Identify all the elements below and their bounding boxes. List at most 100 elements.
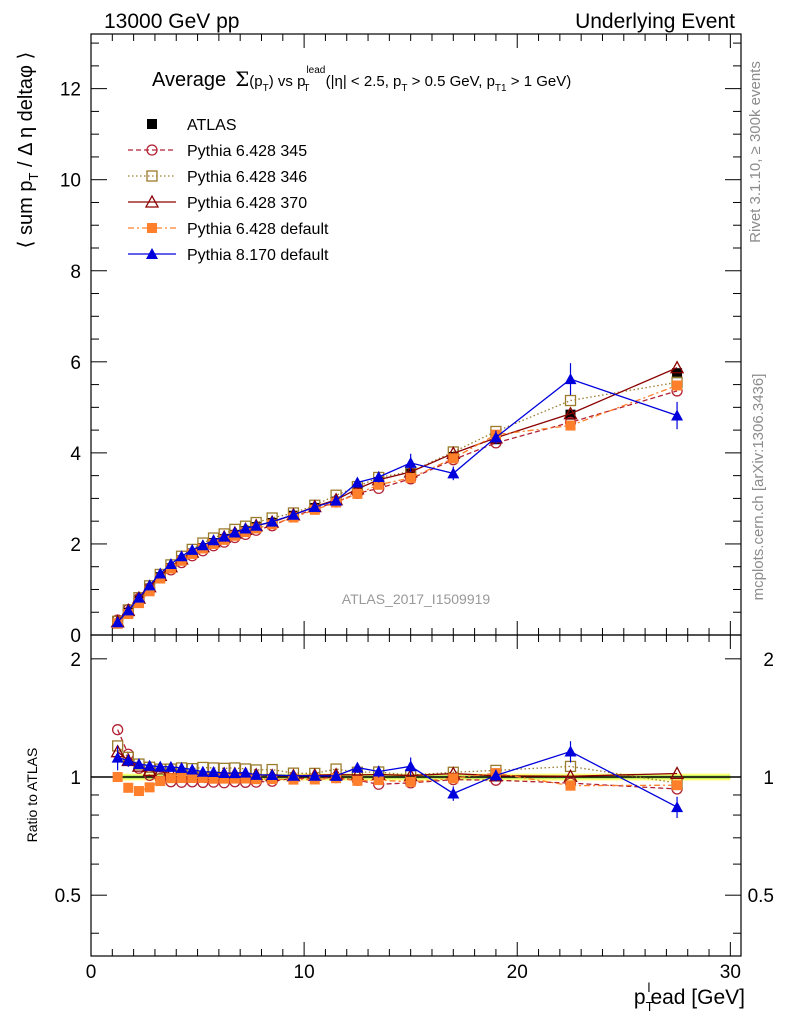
data-point [372, 471, 385, 483]
ratio-point [250, 768, 263, 780]
ratio-point [405, 776, 416, 787]
ratio-point [154, 760, 167, 772]
main-plot-area: 0 2 4 6 8 10 12 [60, 33, 742, 649]
legend-item-pythia-6-428-346: Pythia 6.428 346 [128, 169, 307, 186]
data-point [266, 515, 279, 527]
legend-label: Pythia 6.428 default [187, 221, 329, 238]
data-point [154, 567, 167, 579]
y-tick-label: 4 [70, 444, 81, 465]
data-point [351, 476, 364, 488]
data-point [207, 534, 220, 546]
series-line-pythia-6-428-370 [117, 367, 678, 623]
legend-item-pythia-6-428-default: Pythia 6.428 default [128, 221, 329, 238]
legend-label: Pythia 6.428 370 [187, 195, 307, 212]
data-point [563, 406, 578, 420]
series-line-pythia-6-428-346 [117, 381, 678, 622]
ratio-point [404, 760, 417, 772]
data-point [373, 479, 384, 490]
ratio-point [671, 801, 684, 813]
ratio-point [186, 763, 199, 775]
data-point [196, 539, 209, 551]
analysis-watermark: ATLAS_2017_I1509919 [342, 591, 491, 607]
ratio-point [176, 773, 187, 784]
ratio-point [197, 772, 208, 783]
ratio-y-tick-label-right: 0.5 [748, 886, 774, 907]
data-point [330, 494, 343, 506]
data-point [352, 488, 363, 499]
data-point [228, 526, 241, 538]
legend-marker [147, 223, 157, 233]
ratio-point [228, 767, 241, 779]
ratio-point [144, 782, 155, 793]
data-point [132, 591, 145, 603]
ratio-point [133, 786, 144, 797]
series-pythia-8-170-default [111, 363, 684, 628]
ratio-point [164, 760, 177, 772]
data-point [155, 573, 166, 584]
data-point [308, 501, 321, 513]
ratio-y-axis-label: Ratio to ATLAS [24, 748, 40, 843]
ratio-point [352, 775, 363, 786]
mcplots-label: mcplots.cern.ch [arXiv:1306.3436] [750, 374, 767, 601]
legend-marker [147, 119, 157, 129]
series-pythia-6-428-370 [110, 360, 685, 628]
data-point [671, 409, 684, 421]
data-point [448, 453, 459, 464]
x-tick-label: 0 [86, 962, 97, 983]
data-point [164, 557, 177, 569]
legend-label: Pythia 6.428 346 [187, 169, 307, 186]
legend: ATLAS Pythia 6.428 345 Pythia 6.428 346 Pyt… [128, 117, 329, 264]
data-point [144, 586, 155, 597]
legend-label: Pythia 8.170 default [187, 247, 329, 264]
data-point [143, 579, 156, 591]
ratio-point [229, 773, 240, 784]
ratio-point [372, 765, 385, 777]
ratio-point [111, 724, 124, 736]
ratio-point [122, 754, 135, 766]
data-point [239, 522, 252, 534]
ratio-point [207, 766, 220, 778]
legend-label: ATLAS [187, 117, 237, 134]
data-point [405, 472, 416, 483]
ratio-point [287, 769, 300, 781]
header-right: Underlying Event [575, 10, 735, 33]
series-line-pythia-6-428-default [117, 384, 678, 625]
data-point [404, 456, 417, 468]
legend-label: Pythia 6.428 345 [187, 143, 307, 160]
ratio-point [489, 769, 502, 781]
y-tick-label: 6 [70, 353, 81, 374]
ratio-point [447, 787, 460, 799]
ratio-point [240, 773, 251, 784]
x-axis-label: pTlead [GeV] [634, 980, 745, 1014]
ratio-point [175, 761, 188, 773]
ratio-y-tick-label-right: 2 [763, 650, 774, 671]
x-tick-label: 10 [294, 962, 315, 983]
chart-title: Average Σ(pT) vs plead T (|η| < 2.5, pT >… [152, 65, 571, 94]
ratio-frame [90, 634, 742, 957]
ratio-series-pythia-8-170-default [111, 741, 684, 819]
data-point [122, 604, 135, 616]
data-point [672, 380, 683, 391]
ratio-point [565, 780, 576, 791]
ratio-point [669, 766, 685, 780]
y-tick-label: 8 [70, 262, 81, 283]
data-point [565, 409, 576, 420]
data-point [489, 431, 502, 443]
ratio-point [330, 769, 343, 781]
legend-item-atlas: ATLAS [147, 117, 237, 134]
ratio-point [373, 775, 384, 786]
ratio-point [112, 772, 123, 783]
ratio-point [123, 782, 134, 793]
ratio-point [111, 751, 124, 763]
data-point [133, 598, 144, 609]
ratio-point [208, 773, 219, 784]
ratio-y-tick-label: 0.5 [55, 886, 81, 907]
ratio-point [219, 773, 230, 784]
series-line-pythia-6-428-345 [117, 390, 678, 621]
legend-marker [146, 170, 158, 182]
ratio-y-tick-label-right: 1 [763, 768, 774, 789]
y-tick-label: 0 [70, 626, 81, 647]
ratio-point [266, 768, 279, 780]
data-point [564, 394, 577, 407]
